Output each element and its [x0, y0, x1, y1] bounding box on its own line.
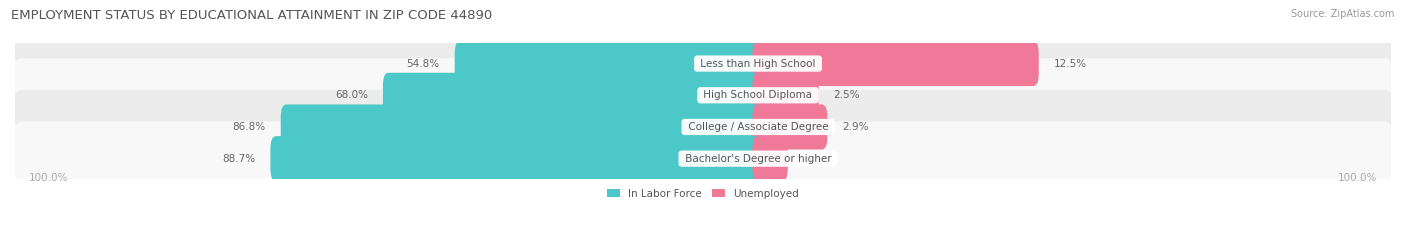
Text: 12.5%: 12.5% [1054, 58, 1087, 69]
FancyBboxPatch shape [270, 136, 763, 181]
FancyBboxPatch shape [454, 41, 763, 86]
FancyBboxPatch shape [752, 73, 818, 118]
Text: High School Diploma: High School Diploma [700, 90, 815, 100]
FancyBboxPatch shape [281, 104, 763, 149]
Text: 86.8%: 86.8% [232, 122, 266, 132]
Text: 2.9%: 2.9% [842, 122, 869, 132]
FancyBboxPatch shape [752, 136, 787, 181]
FancyBboxPatch shape [11, 58, 1395, 132]
Text: 2.5%: 2.5% [834, 90, 860, 100]
Text: EMPLOYMENT STATUS BY EDUCATIONAL ATTAINMENT IN ZIP CODE 44890: EMPLOYMENT STATUS BY EDUCATIONAL ATTAINM… [11, 9, 492, 22]
FancyBboxPatch shape [752, 104, 827, 149]
Text: 100.0%: 100.0% [1339, 173, 1378, 183]
Text: 68.0%: 68.0% [335, 90, 368, 100]
FancyBboxPatch shape [11, 27, 1395, 101]
FancyBboxPatch shape [11, 122, 1395, 196]
Text: 100.0%: 100.0% [28, 173, 67, 183]
Text: Bachelor's Degree or higher: Bachelor's Degree or higher [682, 154, 835, 164]
Text: Source: ZipAtlas.com: Source: ZipAtlas.com [1291, 9, 1395, 19]
Text: 88.7%: 88.7% [222, 154, 256, 164]
Text: Less than High School: Less than High School [697, 58, 818, 69]
Text: College / Associate Degree: College / Associate Degree [685, 122, 831, 132]
FancyBboxPatch shape [11, 90, 1395, 164]
FancyBboxPatch shape [382, 73, 763, 118]
Text: 54.8%: 54.8% [406, 58, 440, 69]
Legend: In Labor Force, Unemployed: In Labor Force, Unemployed [607, 188, 799, 199]
Text: 1.1%: 1.1% [803, 154, 830, 164]
FancyBboxPatch shape [752, 41, 1039, 86]
